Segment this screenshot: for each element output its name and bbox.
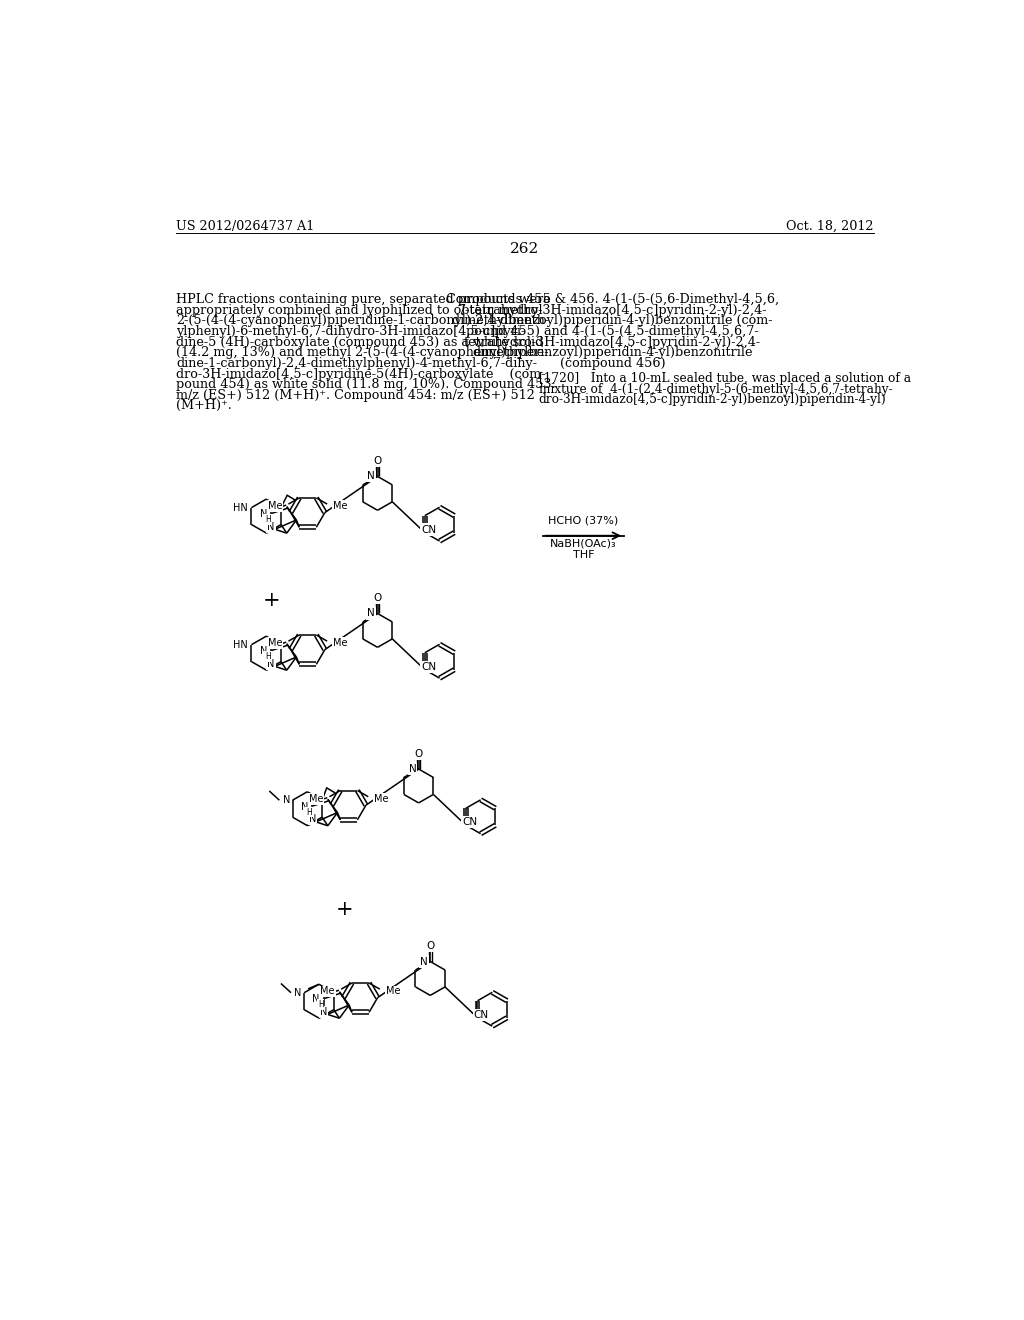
Text: appropriately combined and lyophilized to obtain methyl: appropriately combined and lyophilized t… bbox=[176, 304, 543, 317]
Text: N: N bbox=[267, 659, 274, 669]
Text: dine-5 (4H)-carboxylate (compound 453) as a white solid: dine-5 (4H)-carboxylate (compound 453) a… bbox=[176, 335, 544, 348]
Text: N: N bbox=[260, 647, 267, 656]
Text: O: O bbox=[374, 455, 382, 466]
Text: N: N bbox=[368, 471, 375, 482]
Text: dro-3H-imidazo[4,5-c]pyridin-2-yl)benzoyl)piperidin-4-yl): dro-3H-imidazo[4,5-c]pyridin-2-yl)benzoy… bbox=[539, 393, 887, 407]
Text: Me: Me bbox=[309, 795, 324, 804]
Text: Me: Me bbox=[334, 502, 348, 511]
Text: HPLC fractions containing pure, separated products were: HPLC fractions containing pure, separate… bbox=[176, 293, 551, 306]
Text: ylphenyl)-6-methyl-6,7-dihydro-3H-imidazo[4,5-c]pyri-: ylphenyl)-6-methyl-6,7-dihydro-3H-imidaz… bbox=[176, 325, 525, 338]
Text: +: + bbox=[262, 591, 281, 610]
Text: dimethylbenzoyl)piperidin-4-yl)benzonitrile (com-: dimethylbenzoyl)piperidin-4-yl)benzonitr… bbox=[453, 314, 773, 327]
Text: N: N bbox=[260, 510, 267, 519]
Text: CN: CN bbox=[474, 1010, 488, 1019]
Text: (M+H)⁺.: (M+H)⁺. bbox=[176, 400, 231, 412]
Text: dine-1-carbonyl)-2,4-dimethylphenyl)-4-methyl-6,7-dihy-: dine-1-carbonyl)-2,4-dimethylphenyl)-4-m… bbox=[176, 356, 537, 370]
Text: 7-tetrahydro-3H-imidazo[4,5-c]pyridin-2-yl)-2,4-: 7-tetrahydro-3H-imidazo[4,5-c]pyridin-2-… bbox=[458, 304, 767, 317]
Text: N: N bbox=[267, 521, 274, 532]
Text: Me: Me bbox=[267, 502, 283, 511]
Text: N: N bbox=[308, 814, 315, 824]
Text: NaBH(OAc)₃: NaBH(OAc)₃ bbox=[550, 539, 616, 549]
Text: O: O bbox=[426, 941, 434, 952]
Text: dimethylbenzoyl)piperidin-4-yl)benzonitrile: dimethylbenzoyl)piperidin-4-yl)benzonitr… bbox=[472, 346, 753, 359]
Text: (compound 456): (compound 456) bbox=[559, 356, 666, 370]
Text: dro-3H-imidazo[4,5-c]pyridine-5(4H)-carboxylate    (com-: dro-3H-imidazo[4,5-c]pyridine-5(4H)-carb… bbox=[176, 367, 546, 380]
Text: Me: Me bbox=[386, 986, 400, 997]
Text: H: H bbox=[265, 652, 271, 661]
Text: HN: HN bbox=[233, 640, 248, 649]
Text: N: N bbox=[312, 994, 319, 1005]
Text: O: O bbox=[374, 593, 382, 603]
Text: [1720]   Into a 10-mL sealed tube, was placed a solution of a: [1720] Into a 10-mL sealed tube, was pla… bbox=[539, 372, 911, 385]
Text: HCHO (37%): HCHO (37%) bbox=[548, 516, 618, 525]
Text: Me: Me bbox=[321, 986, 335, 997]
Text: Me: Me bbox=[375, 795, 389, 804]
Text: Oct. 18, 2012: Oct. 18, 2012 bbox=[786, 220, 873, 234]
Text: N: N bbox=[283, 795, 290, 805]
Text: mixture of  4-(1-(2,4-dimethyl-5-(6-methyl-4,5,6,7-tetrahy-: mixture of 4-(1-(2,4-dimethyl-5-(6-methy… bbox=[539, 383, 892, 396]
Text: N: N bbox=[368, 609, 375, 619]
Text: THF: THF bbox=[572, 549, 594, 560]
Text: CN: CN bbox=[462, 817, 477, 828]
Text: N: N bbox=[301, 801, 308, 812]
Text: pound 454) as white solid (11.8 mg, 10%). Compound 453:: pound 454) as white solid (11.8 mg, 10%)… bbox=[176, 378, 556, 391]
Text: 262: 262 bbox=[510, 242, 540, 256]
Text: Me: Me bbox=[334, 639, 348, 648]
Text: H: H bbox=[265, 515, 271, 524]
Text: N: N bbox=[420, 957, 428, 966]
Text: H: H bbox=[317, 1001, 324, 1008]
Text: H: H bbox=[306, 808, 312, 817]
Text: N: N bbox=[409, 764, 417, 774]
Text: m/z (ES+) 512 (M+H)⁺. Compound 454: m/z (ES+) 512: m/z (ES+) 512 (M+H)⁺. Compound 454: m/z … bbox=[176, 389, 535, 401]
Text: Me: Me bbox=[267, 639, 283, 648]
Text: tetrahydro-3H-imidazo[4,5-c]pyridin-2-yl)-2,4-: tetrahydro-3H-imidazo[4,5-c]pyridin-2-yl… bbox=[464, 335, 761, 348]
Text: Compounds 455 & 456. 4-(1-(5-(5,6-Dimethyl-4,5,6,: Compounds 455 & 456. 4-(1-(5-(5,6-Dimeth… bbox=[445, 293, 779, 306]
Text: pound 455) and 4-(1-(5-(4,5-dimethyl-4,5,6,7-: pound 455) and 4-(1-(5-(4,5-dimethyl-4,5… bbox=[466, 325, 759, 338]
Text: (14.2 mg, 13%) and methyl 2-(5-(4-(4-cyanophenyl)piperi-: (14.2 mg, 13%) and methyl 2-(5-(4-(4-cya… bbox=[176, 346, 549, 359]
Text: N: N bbox=[294, 987, 302, 998]
Text: US 2012/0264737 A1: US 2012/0264737 A1 bbox=[176, 220, 314, 234]
Text: +: + bbox=[336, 900, 354, 919]
Text: CN: CN bbox=[421, 661, 436, 672]
Text: CN: CN bbox=[421, 524, 436, 535]
Text: N: N bbox=[321, 1007, 328, 1016]
Text: HN: HN bbox=[233, 503, 248, 512]
Text: O: O bbox=[415, 748, 423, 759]
Text: 2-(5-(4-(4-cyanophenyl)piperidine-1-carbonyl)-2,4-dimeth-: 2-(5-(4-(4-cyanophenyl)piperidine-1-carb… bbox=[176, 314, 549, 327]
